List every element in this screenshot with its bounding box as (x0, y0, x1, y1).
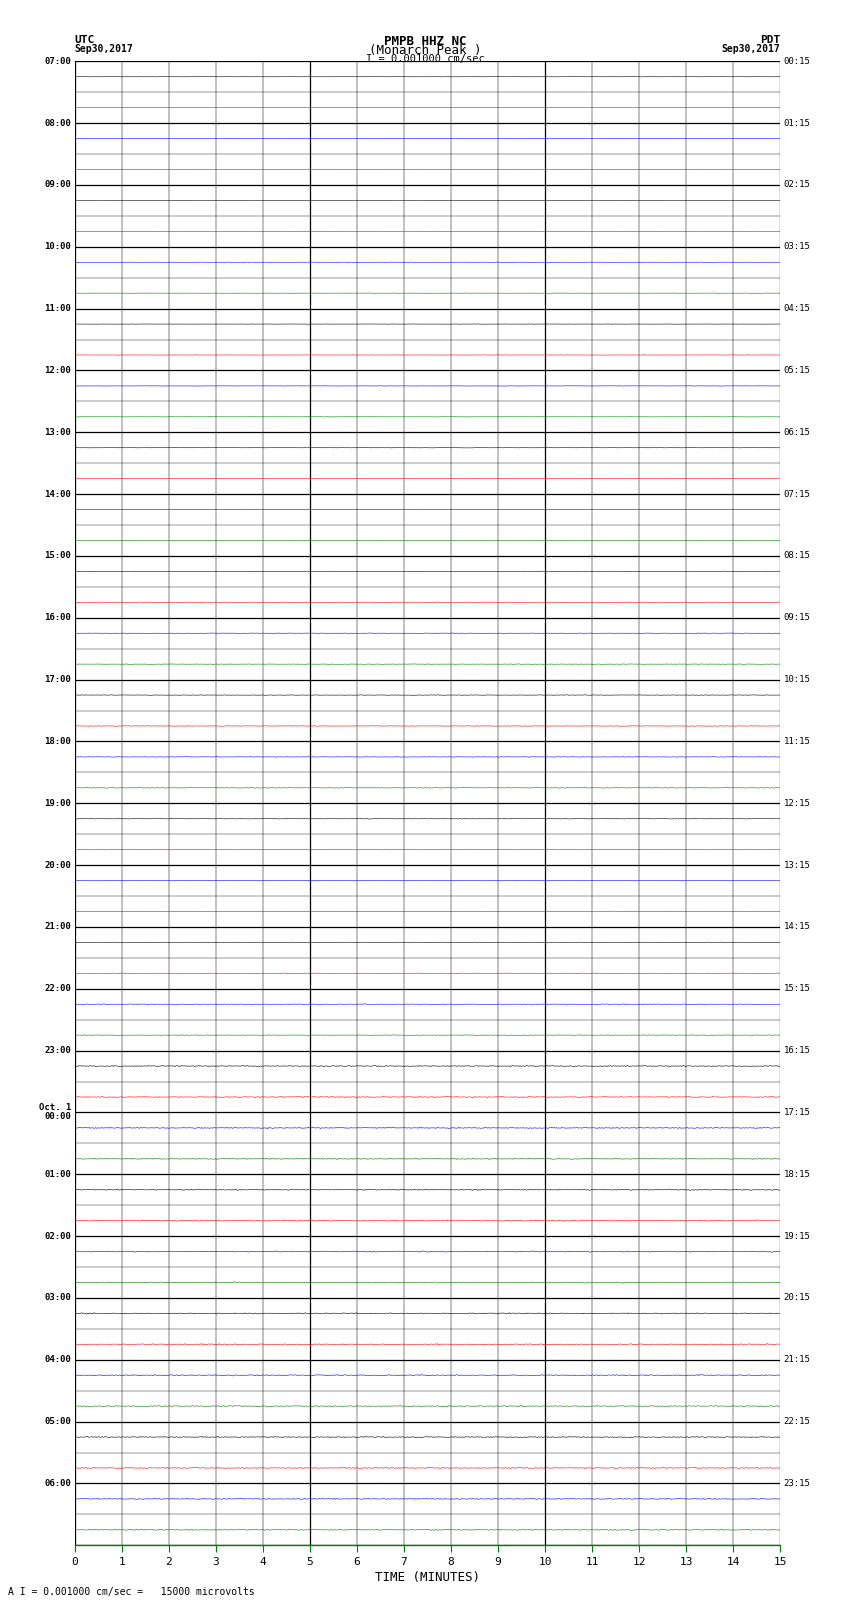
Text: 18:15: 18:15 (784, 1169, 811, 1179)
Text: 04:00: 04:00 (44, 1355, 71, 1365)
Text: 23:15: 23:15 (784, 1479, 811, 1487)
Text: 07:15: 07:15 (784, 490, 811, 498)
X-axis label: TIME (MINUTES): TIME (MINUTES) (375, 1571, 480, 1584)
Text: 16:00: 16:00 (44, 613, 71, 623)
Text: 19:15: 19:15 (784, 1232, 811, 1240)
Text: 05:15: 05:15 (784, 366, 811, 374)
Text: 19:00: 19:00 (44, 798, 71, 808)
Text: 13:15: 13:15 (784, 861, 811, 869)
Text: 20:00: 20:00 (44, 861, 71, 869)
Text: PDT: PDT (760, 35, 780, 45)
Text: 09:00: 09:00 (44, 181, 71, 189)
Text: 00:00: 00:00 (44, 1113, 71, 1121)
Text: 12:00: 12:00 (44, 366, 71, 374)
Text: 01:15: 01:15 (784, 119, 811, 127)
Text: 00:15: 00:15 (784, 56, 811, 66)
Text: 11:00: 11:00 (44, 305, 71, 313)
Text: 02:15: 02:15 (784, 181, 811, 189)
Text: 21:15: 21:15 (784, 1355, 811, 1365)
Text: 09:15: 09:15 (784, 613, 811, 623)
Text: A I = 0.001000 cm/sec =   15000 microvolts: A I = 0.001000 cm/sec = 15000 microvolts (8, 1587, 255, 1597)
Text: 03:00: 03:00 (44, 1294, 71, 1302)
Text: 10:15: 10:15 (784, 676, 811, 684)
Text: 13:00: 13:00 (44, 427, 71, 437)
Text: 20:15: 20:15 (784, 1294, 811, 1302)
Text: 01:00: 01:00 (44, 1169, 71, 1179)
Text: 18:00: 18:00 (44, 737, 71, 745)
Text: PMPB HHZ NC: PMPB HHZ NC (383, 35, 467, 48)
Text: UTC: UTC (75, 35, 95, 45)
Text: 14:15: 14:15 (784, 923, 811, 931)
Text: 07:00: 07:00 (44, 56, 71, 66)
Text: 06:00: 06:00 (44, 1479, 71, 1487)
Text: 15:15: 15:15 (784, 984, 811, 994)
Text: 22:00: 22:00 (44, 984, 71, 994)
Text: 22:15: 22:15 (784, 1418, 811, 1426)
Text: 03:15: 03:15 (784, 242, 811, 252)
Text: 21:00: 21:00 (44, 923, 71, 931)
Text: 08:00: 08:00 (44, 119, 71, 127)
Text: I = 0.001000 cm/sec: I = 0.001000 cm/sec (366, 53, 484, 65)
Text: 17:00: 17:00 (44, 676, 71, 684)
Text: 14:00: 14:00 (44, 490, 71, 498)
Text: 15:00: 15:00 (44, 552, 71, 560)
Text: 04:15: 04:15 (784, 305, 811, 313)
Text: Sep30,2017: Sep30,2017 (722, 44, 780, 55)
Text: (Monarch Peak ): (Monarch Peak ) (369, 44, 481, 58)
Text: 02:00: 02:00 (44, 1232, 71, 1240)
Text: 16:15: 16:15 (784, 1047, 811, 1055)
Text: 05:00: 05:00 (44, 1418, 71, 1426)
Text: 06:15: 06:15 (784, 427, 811, 437)
Text: 23:00: 23:00 (44, 1047, 71, 1055)
Text: Oct. 1: Oct. 1 (39, 1103, 71, 1113)
Text: 11:15: 11:15 (784, 737, 811, 745)
Text: 10:00: 10:00 (44, 242, 71, 252)
Text: 17:15: 17:15 (784, 1108, 811, 1116)
Text: Sep30,2017: Sep30,2017 (75, 44, 133, 55)
Text: 08:15: 08:15 (784, 552, 811, 560)
Text: 12:15: 12:15 (784, 798, 811, 808)
